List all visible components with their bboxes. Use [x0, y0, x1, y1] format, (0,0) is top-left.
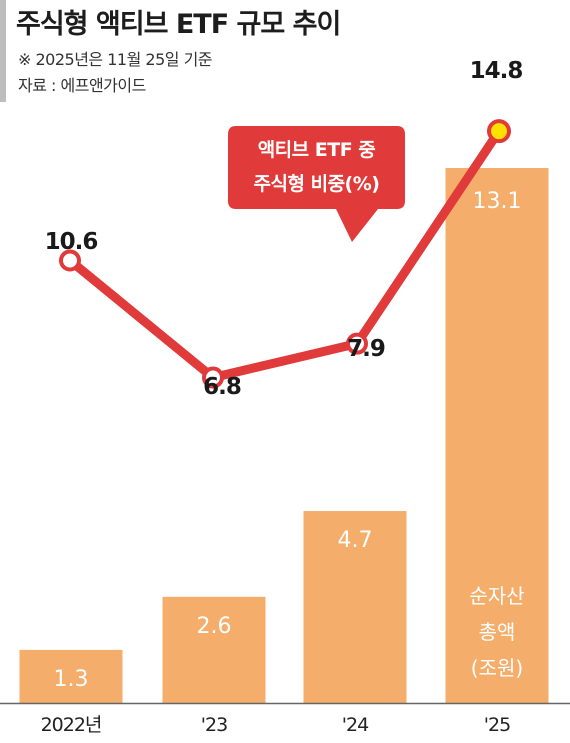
bar-0: [19, 649, 123, 703]
line-series: 10.6 6.8 7.9 14.8: [45, 58, 524, 400]
line-path: [65, 126, 504, 383]
x-tick-label-3: '25: [484, 714, 510, 736]
chart-note: ※ 2025년은 11월 25일 기준: [18, 50, 213, 69]
line-point-1: [202, 366, 224, 389]
bar-value-label-2: 4.7: [338, 528, 373, 553]
x-tick-label-2: '24: [342, 714, 369, 736]
header-accent-bar: [0, 0, 6, 102]
x-axis: 2022년 '23 '24 '25: [0, 702, 570, 736]
bar-unit-label-line-0: 순자산: [469, 584, 524, 608]
bar-value-label-0: 1.3: [54, 667, 89, 692]
callout-box: [228, 126, 405, 242]
bar-1: [162, 596, 266, 703]
line-value-label-2: 7.9: [347, 336, 385, 362]
bar-unit-label-line-1: 총액: [479, 620, 516, 644]
x-tick-label-1: '23: [201, 714, 227, 736]
bar-3: [445, 168, 549, 703]
line-value-label-0: 10.6: [45, 229, 98, 255]
chart-title: 주식형 액티브 ETF 규모 추이: [16, 9, 341, 40]
bar-value-label-3: 13.1: [473, 189, 522, 214]
bar-value-label-1: 2.6: [197, 614, 232, 639]
chart-source: 자료 : 에프앤가이드: [18, 76, 146, 95]
line-point-0: [59, 249, 81, 272]
line-value-label-1: 6.8: [203, 374, 241, 400]
callout-text-line-1: 주식형 비중(%): [254, 173, 380, 195]
line-value-label-3: 14.8: [470, 58, 523, 84]
line-point-2: [346, 332, 368, 355]
bar-2: [303, 511, 407, 703]
x-tick-label-0: 2022년: [41, 714, 102, 736]
callout-text-line-0: 액티브 ETF 중: [258, 139, 376, 161]
line-point-3: [487, 119, 511, 144]
bar-unit-label-line-2: (조원): [471, 656, 523, 680]
